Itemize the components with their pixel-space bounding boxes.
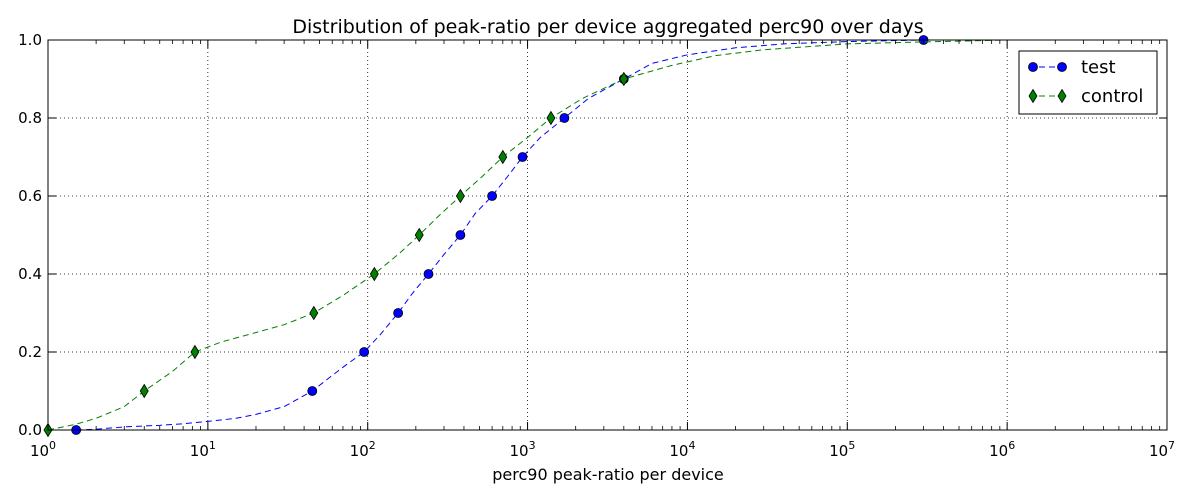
- x-tick-label-base: 10: [989, 442, 1008, 460]
- x-tick-label-base: 10: [669, 442, 688, 460]
- legend: test control: [1018, 50, 1158, 115]
- legend-marker-control: [1057, 88, 1067, 104]
- x-tick-label: 101: [190, 439, 216, 460]
- data-point-test: [455, 230, 466, 240]
- x-tick-label: 105: [829, 439, 855, 460]
- x-tick-label-base: 10: [350, 442, 369, 460]
- x-tick-label-base: 10: [510, 442, 529, 460]
- x-tick-label-exponent: 7: [1168, 439, 1175, 452]
- x-tick-label-base: 10: [1149, 442, 1168, 460]
- y-tick-label: 0.4: [18, 265, 42, 283]
- series-line-test: [76, 39, 924, 431]
- data-point-control: [498, 149, 508, 165]
- data-point-control: [619, 71, 629, 87]
- y-tick-label: 0.0: [18, 421, 42, 439]
- data-point-test: [423, 269, 434, 279]
- legend-frame: [1018, 50, 1158, 115]
- data-point-control: [309, 305, 319, 321]
- x-tick-label: 104: [669, 439, 695, 460]
- y-tick-label: 0.2: [18, 343, 42, 361]
- data-point-control: [455, 188, 465, 204]
- x-axis-label: perc90 peak-ratio per device: [492, 465, 724, 484]
- x-tick-label: 107: [1149, 439, 1175, 460]
- x-tick-label-exponent: 5: [848, 439, 855, 452]
- x-tick-label: 100: [30, 439, 56, 460]
- legend-marker-test: [1057, 62, 1067, 72]
- data-point-control: [139, 383, 149, 399]
- data-point-test: [307, 386, 318, 396]
- y-tick-label: 1.0: [18, 31, 42, 49]
- grid: [48, 40, 1167, 430]
- data-point-test: [517, 152, 528, 162]
- x-tick-label-base: 10: [829, 442, 848, 460]
- legend-label-control: control: [1081, 86, 1143, 107]
- legend-marker-control: [1028, 88, 1038, 104]
- x-tick-label: 102: [350, 439, 376, 460]
- x-tick-label-exponent: 2: [369, 439, 376, 452]
- data-point-control: [190, 344, 200, 360]
- series-control: [43, 39, 1008, 438]
- chart-title: Distribution of peak-ratio per device ag…: [292, 16, 923, 38]
- x-tick-label-exponent: 3: [529, 439, 536, 452]
- data-point-control: [546, 110, 556, 126]
- x-tick-label-exponent: 6: [1008, 439, 1015, 452]
- x-tick-label-exponent: 4: [688, 439, 695, 452]
- x-tick-label-base: 10: [30, 442, 49, 460]
- x-tick-label-base: 10: [190, 442, 209, 460]
- data-point-test: [393, 308, 404, 318]
- data-point-test: [559, 113, 570, 123]
- plot-frame: [47, 39, 1168, 431]
- legend-marker-test: [1028, 62, 1038, 72]
- x-tick-label: 103: [510, 439, 536, 460]
- x-tick-label: 106: [989, 439, 1015, 460]
- x-tick-label-exponent: 1: [209, 439, 216, 452]
- series-line-control: [47, 39, 1008, 431]
- y-tick-label: 0.6: [18, 187, 42, 205]
- data-point-control: [369, 266, 379, 282]
- data-point-control: [414, 227, 424, 243]
- data-point-test: [487, 191, 498, 201]
- axis-ticks: 100 101 102 103 104 105 106 1070.00.20.40.60.81…: [18, 31, 1175, 460]
- y-tick-label: 0.8: [18, 109, 42, 127]
- legend-label-test: test: [1081, 57, 1116, 78]
- x-tick-label-exponent: 0: [49, 439, 56, 452]
- data-point-test: [359, 347, 370, 357]
